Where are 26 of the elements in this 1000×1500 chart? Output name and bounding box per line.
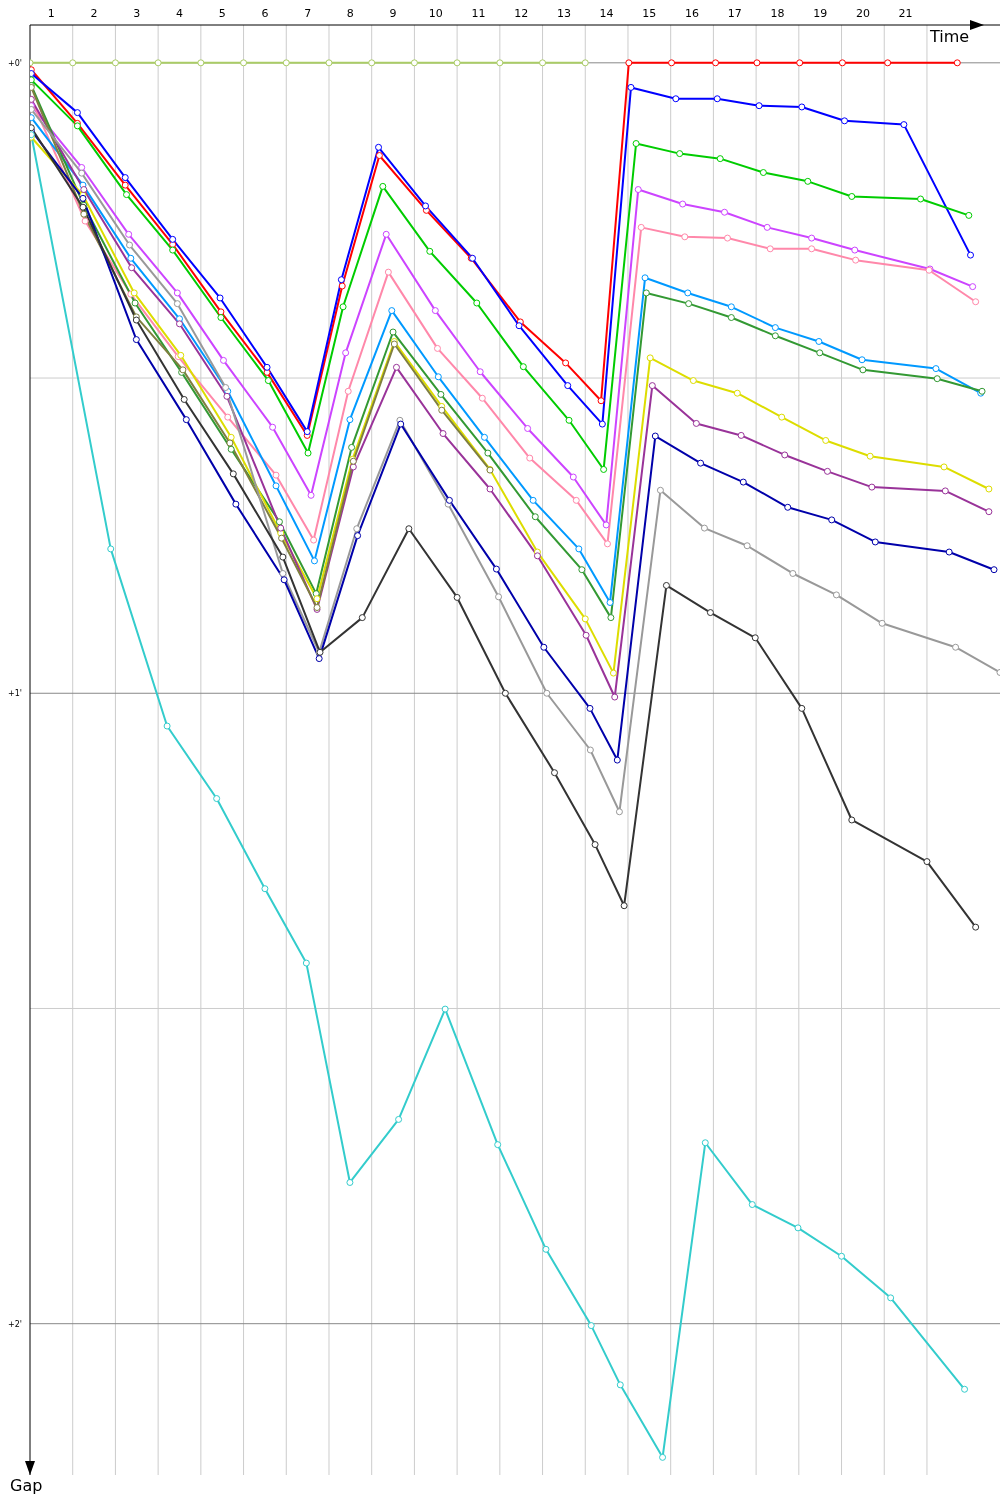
x-tick-label: 2 xyxy=(90,7,98,20)
x-tick-label: 6 xyxy=(261,7,269,20)
y-tick-label: +0' xyxy=(8,58,22,68)
x-tick-label: 7 xyxy=(304,7,312,20)
x-tick-label: 19 xyxy=(813,7,828,20)
x-tick-label: 20 xyxy=(855,7,870,20)
x-tick-label: 21 xyxy=(898,7,913,20)
x-axis-title: Time xyxy=(930,27,970,46)
x-tick-label: 18 xyxy=(770,7,785,20)
y-axis-title: Gap xyxy=(10,1476,43,1495)
x-tick-label: 13 xyxy=(556,7,571,20)
x-tick-label: 15 xyxy=(642,7,657,20)
x-tick-label: 8 xyxy=(346,7,354,20)
y-tick-label: +1' xyxy=(8,689,22,699)
x-tick-label: 14 xyxy=(599,7,614,20)
x-tick-label: 1 xyxy=(47,7,55,20)
x-tick-label: 10 xyxy=(428,7,443,20)
x-tick-label: 12 xyxy=(514,7,529,20)
x-tick-label: 5 xyxy=(218,7,226,20)
x-tick-label: 9 xyxy=(389,7,397,20)
x-tick-label: 11 xyxy=(471,7,486,20)
x-tick-label: 16 xyxy=(685,7,700,20)
x-tick-label: 4 xyxy=(175,7,183,20)
x-tick-label: 3 xyxy=(133,7,141,20)
y-tick-label: +2' xyxy=(8,1319,22,1329)
x-tick-label: 17 xyxy=(727,7,742,20)
